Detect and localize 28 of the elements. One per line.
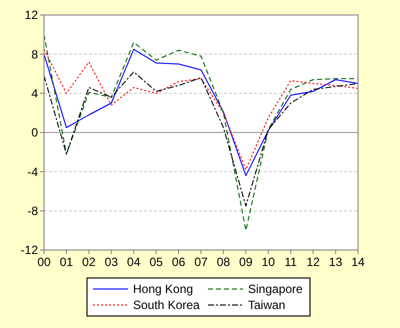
line-series xyxy=(44,71,358,206)
y-tick-label: 0 xyxy=(31,126,38,140)
x-tick-label: 14 xyxy=(351,255,365,269)
y-tick-label: 12 xyxy=(24,8,38,22)
x-tick-label: 11 xyxy=(284,255,298,269)
x-tick-label: 05 xyxy=(149,255,164,269)
x-tick-label: 03 xyxy=(104,255,118,269)
x-tick-label: 06 xyxy=(172,255,186,269)
y-tick-label: 4 xyxy=(31,86,38,101)
x-tick-label: 04 xyxy=(127,255,141,269)
legend-label: Singapore xyxy=(248,282,304,296)
x-tick-label: 07 xyxy=(194,255,208,269)
legend-label: South Korea xyxy=(133,298,200,312)
x-tick-label: 09 xyxy=(239,255,253,269)
y-tick-label: -8 xyxy=(27,204,38,218)
x-tick-label: 02 xyxy=(82,255,96,269)
legend-label: Hong Kong xyxy=(133,282,194,296)
x-tick-label: 08 xyxy=(216,255,230,269)
line-series xyxy=(44,34,358,231)
y-tick-label: -12 xyxy=(20,243,38,258)
y-tick-label: 8 xyxy=(31,47,38,62)
x-tick-label: 12 xyxy=(306,255,320,269)
x-tick-label: 10 xyxy=(262,255,276,269)
x-tick-label: 13 xyxy=(328,255,343,269)
x-tick-label: 00 xyxy=(37,255,51,269)
x-tick-label: 01 xyxy=(60,255,74,269)
legend-label: Taiwan xyxy=(248,298,286,312)
y-tick-label: -4 xyxy=(27,164,38,179)
